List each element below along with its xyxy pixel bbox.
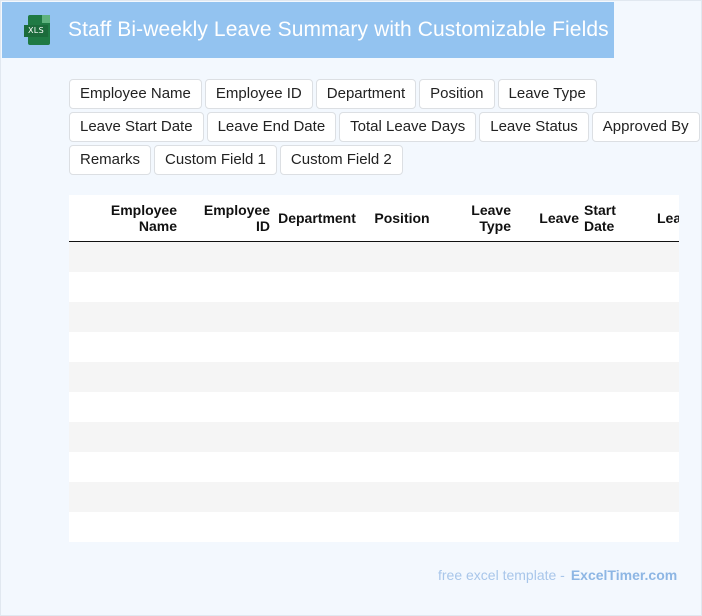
field-chip-list: Employee Name Employee ID Department Pos… bbox=[69, 79, 700, 178]
table-header-row: Employee Name Employee ID Department Posit… bbox=[69, 195, 679, 242]
title-banner: XLS Staff Bi-weekly Leave Summary with C… bbox=[2, 2, 614, 58]
footer-brand-link[interactable]: ExcelTimer.com bbox=[570, 567, 678, 583]
table-body bbox=[69, 242, 679, 542]
chip-row: Employee Name Employee ID Department Pos… bbox=[69, 79, 689, 109]
table-row[interactable] bbox=[69, 272, 679, 302]
field-chip-leave-type[interactable]: Leave Type bbox=[497, 79, 597, 109]
field-chip-position[interactable]: Position bbox=[419, 79, 495, 109]
table-row[interactable] bbox=[69, 422, 679, 452]
table-row[interactable] bbox=[69, 392, 679, 422]
field-chip-approved-by[interactable]: Approved By bbox=[591, 112, 700, 142]
field-chip-total-leave-days[interactable]: Total Leave Days bbox=[339, 112, 477, 142]
col-header-employee-name[interactable]: Employee Name bbox=[110, 202, 177, 234]
col-header-leave[interactable]: Leave bbox=[539, 210, 579, 226]
field-chip-employee-id[interactable]: Employee ID bbox=[204, 79, 313, 109]
footer-credit: free excel template - ExcelTimer.com bbox=[438, 567, 677, 583]
leave-table: Employee Name Employee ID Department Posit… bbox=[69, 195, 679, 542]
table-row[interactable] bbox=[69, 512, 679, 542]
chip-row: Leave Start Date Leave End Date Total Le… bbox=[69, 112, 700, 142]
table-row[interactable] bbox=[69, 452, 679, 482]
table-row[interactable] bbox=[69, 242, 679, 272]
page-title: Staff Bi-weekly Leave Summary with Custo… bbox=[68, 18, 609, 41]
field-chip-leave-status[interactable]: Leave Status bbox=[479, 112, 589, 142]
col-header-leave-end-partial[interactable]: Leav bbox=[657, 210, 679, 226]
col-header-start-date[interactable]: Start Date bbox=[584, 202, 616, 234]
table-row[interactable] bbox=[69, 332, 679, 362]
xls-file-icon: XLS bbox=[24, 15, 54, 45]
field-chip-employee-name[interactable]: Employee Name bbox=[69, 79, 202, 109]
xls-icon-label: XLS bbox=[24, 25, 48, 37]
chip-row: Remarks Custom Field 1 Custom Field 2 bbox=[69, 145, 689, 175]
footer-text: free excel template - bbox=[438, 567, 565, 583]
col-header-position[interactable]: Position bbox=[374, 210, 430, 226]
field-chip-custom-field-1[interactable]: Custom Field 1 bbox=[154, 145, 277, 175]
table-row[interactable] bbox=[69, 482, 679, 512]
table-row[interactable] bbox=[69, 302, 679, 332]
field-chip-leave-start-date[interactable]: Leave Start Date bbox=[69, 112, 204, 142]
col-header-leave-type[interactable]: Leave Type bbox=[471, 202, 511, 234]
field-chip-remarks[interactable]: Remarks bbox=[69, 145, 152, 175]
col-header-department[interactable]: Department bbox=[278, 210, 356, 226]
field-chip-custom-field-2[interactable]: Custom Field 2 bbox=[279, 145, 403, 175]
table-row[interactable] bbox=[69, 362, 679, 392]
field-chip-leave-end-date[interactable]: Leave End Date bbox=[206, 112, 337, 142]
field-chip-department[interactable]: Department bbox=[315, 79, 417, 109]
col-header-employee-id[interactable]: Employee ID bbox=[203, 202, 270, 234]
